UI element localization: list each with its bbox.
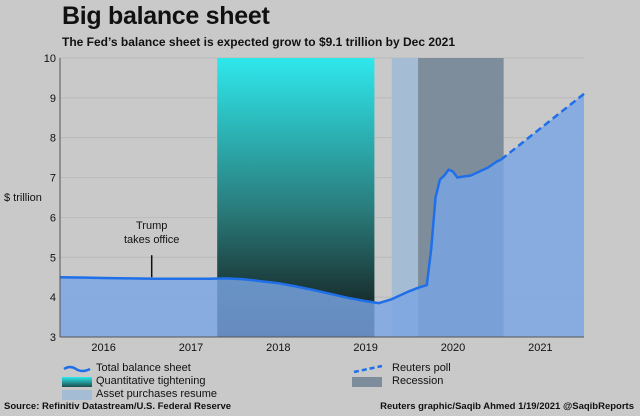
chart-subtitle: The Fed’s balance sheet is expected grow… — [62, 35, 456, 49]
x-tick-label: 2017 — [179, 342, 203, 354]
y-tick-label: 5 — [50, 252, 56, 264]
y-tick-label: 9 — [50, 93, 56, 105]
balance-sheet-area — [60, 93, 584, 337]
series-line-reuters-poll — [500, 92, 585, 161]
x-tick-label: 2019 — [353, 342, 377, 354]
legend-swatch-poll — [353, 364, 383, 374]
legend-label-poll: Reuters poll — [392, 362, 451, 374]
legend-label-total: Total balance sheet — [96, 362, 191, 374]
annotation-text: Trump — [136, 220, 167, 232]
legend-swatch-qt — [62, 377, 92, 387]
x-tick-label: 2018 — [266, 342, 290, 354]
legend-swatch-asset — [62, 390, 92, 400]
legend-label-qt: Quantitative tightening — [96, 375, 206, 387]
legend-label-asset: Asset purchases resume — [96, 388, 218, 400]
y-tick-label: 10 — [44, 53, 56, 65]
lines-layer — [59, 92, 585, 305]
y-tick-label: 7 — [50, 173, 56, 185]
y-tick-label: 6 — [50, 212, 56, 224]
source-note: Source: Refinitiv Datastream/U.S. Federa… — [4, 401, 232, 412]
axes-layer: 3 4 5 6 7 8 9 10 2016 2017 2018 2019 2020 2021 — [44, 53, 584, 354]
annotation-layer: Trump takes office — [124, 220, 179, 278]
credit-note: Reuters graphic/Saqib Ahmed 1/19/2021 @S… — [380, 401, 634, 412]
legend-swatch-recession — [352, 377, 382, 387]
series-line-total-balance-sheet — [59, 158, 502, 305]
x-tick-label: 2021 — [528, 342, 552, 354]
x-tick-label: 2020 — [441, 342, 465, 354]
y-tick-label: 4 — [50, 292, 56, 304]
y-axis-label: $ trillion — [4, 192, 42, 204]
chart-title: Big balance sheet — [62, 2, 270, 30]
x-tick-label: 2016 — [91, 342, 115, 354]
y-tick-label: 3 — [50, 332, 56, 344]
legend-swatch-total — [63, 365, 91, 373]
legend-label-recession: Recession — [392, 375, 444, 387]
area-layer — [60, 93, 584, 337]
y-tick-label: 8 — [50, 133, 56, 145]
annotation-text: takes office — [124, 234, 179, 246]
